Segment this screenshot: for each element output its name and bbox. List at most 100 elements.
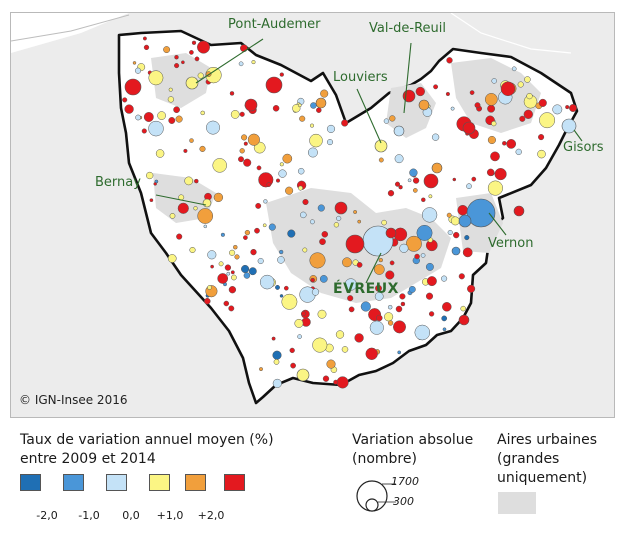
commune-circle bbox=[298, 185, 303, 191]
commune-circle bbox=[431, 133, 440, 141]
commune-circle bbox=[353, 210, 358, 214]
commune-circle bbox=[205, 66, 222, 84]
commune-circle bbox=[500, 81, 516, 97]
commune-circle bbox=[268, 223, 276, 231]
commune-circle bbox=[244, 98, 258, 112]
rate-legend-title-line1: Taux de variation annuel moyen (%) bbox=[20, 432, 274, 448]
commune-circle bbox=[394, 181, 401, 187]
commune-circle bbox=[471, 176, 477, 182]
commune-circle bbox=[326, 124, 336, 133]
commune-circle bbox=[132, 61, 137, 65]
commune-circle bbox=[169, 213, 176, 219]
commune-circle bbox=[464, 235, 470, 241]
commune-circle bbox=[122, 97, 128, 103]
absolute-legend-title: Variation absolue (nombre) bbox=[352, 431, 473, 469]
commune-circle bbox=[143, 112, 154, 122]
commune-circle bbox=[234, 254, 240, 260]
commune-circle bbox=[197, 208, 214, 224]
commune-circle bbox=[218, 261, 224, 267]
map-frame: Pont-Audemer Val-de-Reuil Louviers Gisor… bbox=[10, 12, 615, 418]
commune-circle bbox=[174, 63, 180, 69]
commune-circle bbox=[451, 246, 461, 256]
rate-break-label: -2,0 bbox=[36, 509, 58, 522]
commune-circle bbox=[135, 114, 141, 121]
commune-circle bbox=[385, 270, 395, 280]
commune-circle bbox=[365, 347, 378, 360]
commune-circle bbox=[134, 67, 142, 74]
commune-circle bbox=[441, 275, 448, 282]
commune-circle bbox=[426, 276, 437, 287]
urban-legend-title-line3: uniquement) bbox=[497, 470, 588, 486]
leader-line-vernon bbox=[488, 212, 507, 236]
commune-circle bbox=[462, 247, 473, 258]
commune-circle bbox=[149, 198, 154, 203]
commune-circle bbox=[279, 72, 284, 77]
commune-circle bbox=[453, 231, 460, 239]
commune-circle bbox=[383, 118, 390, 124]
commune-circle bbox=[307, 147, 318, 158]
commune-circle bbox=[378, 157, 384, 163]
commune-circles bbox=[122, 36, 577, 389]
commune-circle bbox=[418, 99, 430, 111]
leader-line-val-de-reuil bbox=[403, 42, 412, 114]
commune-circle bbox=[163, 46, 171, 54]
commune-circle bbox=[224, 264, 232, 271]
commune-circle bbox=[526, 92, 533, 100]
commune-circle bbox=[157, 111, 166, 120]
commune-circle bbox=[141, 128, 147, 134]
commune-circle bbox=[277, 256, 285, 264]
neighbour-boundary bbox=[450, 13, 572, 54]
commune-circle bbox=[409, 168, 418, 177]
commune-circle bbox=[486, 168, 495, 177]
commune-circle bbox=[309, 123, 315, 128]
commune-circle bbox=[398, 185, 403, 190]
rate-break-label: -1,0 bbox=[78, 509, 100, 522]
commune-circle bbox=[354, 333, 364, 343]
commune-circle bbox=[315, 97, 327, 109]
commune-circle bbox=[241, 264, 250, 274]
commune-circle bbox=[537, 149, 546, 159]
commune-circle bbox=[230, 270, 235, 275]
commune-circle bbox=[300, 211, 307, 219]
commune-circle bbox=[513, 205, 525, 217]
commune-circle bbox=[458, 273, 465, 280]
commune-circle bbox=[412, 188, 418, 193]
commune-circle bbox=[302, 198, 309, 206]
commune-circle bbox=[243, 272, 251, 279]
city-label-bernay: Bernay bbox=[95, 175, 141, 190]
commune-circle bbox=[466, 183, 472, 190]
commune-circle bbox=[272, 378, 282, 388]
commune-circle bbox=[281, 293, 298, 310]
commune-circle bbox=[184, 176, 194, 186]
commune-circle bbox=[319, 275, 328, 283]
commune-circle bbox=[469, 90, 475, 95]
commune-circle bbox=[238, 156, 244, 163]
commune-circle bbox=[397, 350, 402, 355]
absolute-legend-circle-small bbox=[365, 498, 379, 512]
commune-circle bbox=[347, 295, 354, 302]
commune-circle bbox=[374, 292, 384, 301]
commune-circle bbox=[519, 115, 526, 122]
commune-circle bbox=[259, 367, 263, 372]
commune-circle bbox=[511, 66, 517, 72]
commune-circle bbox=[273, 359, 280, 365]
commune-circle bbox=[491, 120, 497, 127]
commune-circle bbox=[552, 104, 563, 115]
commune-circle bbox=[326, 139, 334, 146]
urban-legend-title-line1: Aires urbaines bbox=[497, 432, 598, 448]
commune-circle bbox=[450, 106, 455, 111]
commune-circle bbox=[374, 139, 388, 153]
commune-circle bbox=[387, 304, 393, 310]
commune-circle bbox=[335, 330, 345, 339]
commune-circle bbox=[275, 178, 281, 183]
commune-circle bbox=[393, 320, 406, 334]
commune-circle bbox=[272, 350, 282, 360]
commune-circle bbox=[312, 337, 328, 353]
commune-circle bbox=[226, 271, 231, 276]
commune-circle bbox=[148, 120, 164, 137]
commune-circle bbox=[250, 248, 257, 256]
copyright-notice: © IGN-Insee 2016 bbox=[19, 393, 128, 407]
commune-circle bbox=[124, 104, 134, 114]
commune-circle bbox=[336, 376, 349, 389]
commune-circle bbox=[194, 56, 200, 62]
